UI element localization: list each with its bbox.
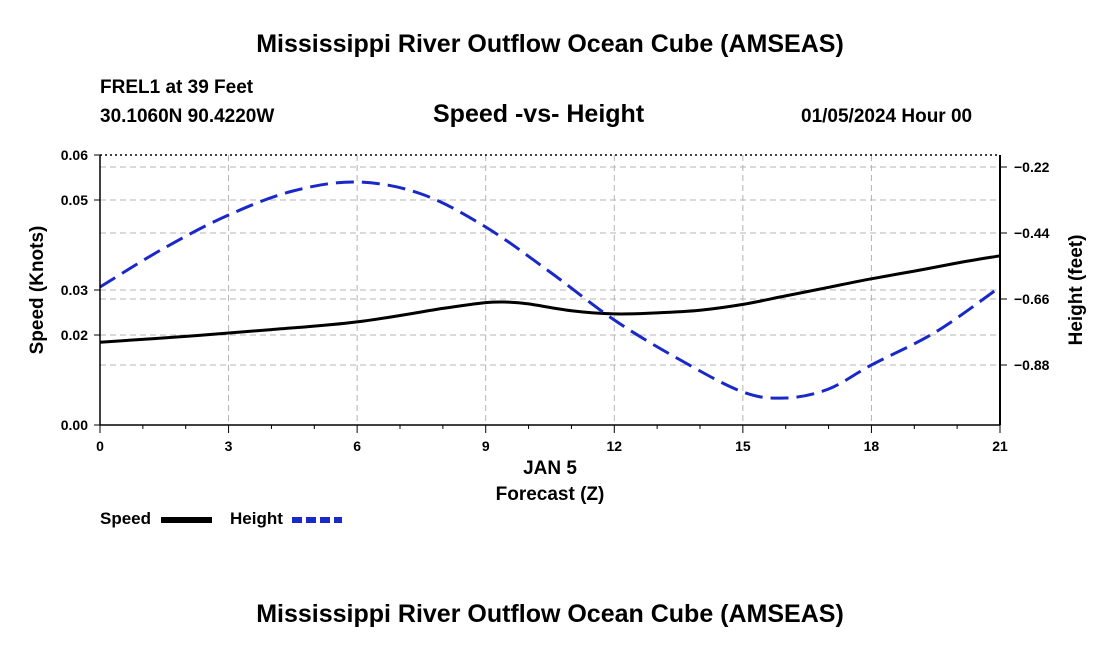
y2-tick-label-3: −0.88 [1014,357,1050,373]
x-tick-label-6: 6 [353,438,361,454]
x-tick-label-12: 12 [606,438,622,454]
x-tick-label-18: 18 [864,438,880,454]
x-tick-label-0: 0 [96,438,104,454]
x-tick-label-9: 9 [482,438,490,454]
x-tick-label-3: 3 [225,438,233,454]
speed-series-line [99,254,1001,344]
y2-tick-label-0: −0.22 [1014,159,1050,175]
main-title: Mississippi River Outflow Ocean Cube (AM… [256,30,844,58]
series-layer [99,180,1001,400]
legend-height-label: Height [230,509,283,528]
y-tick-label-2: 0.03 [61,282,88,298]
y2-tick-label-1: −0.44 [1014,225,1050,241]
station-coordinates: 30.1060N 90.4220W [100,106,275,127]
axes [94,154,1007,433]
y-axis-title: Speed (Knots) [27,226,48,355]
y-tick-label-0: 0.00 [61,417,88,433]
legend-speed-label: Speed [100,509,152,528]
x-axis-title: Forecast (Z) [496,484,605,505]
y-tick-label-3: 0.05 [61,192,88,208]
forecast-datestamp: 01/05/2024 Hour 00 [801,106,973,127]
y-tick-label-4: 0.06 [61,147,88,163]
height-series-line [99,180,1001,400]
x-tick-label-15: 15 [735,438,751,454]
y-tick-label-1: 0.02 [61,327,88,343]
x-tick-label-21: 21 [992,438,1008,454]
station-name: FREL1 at 39 Feet [100,77,254,98]
grid-lines [100,155,1000,425]
x-axis-date-label: JAN 5 [523,458,577,479]
y2-axis-title: Height (feet) [1066,235,1087,346]
y2-tick-label-2: −0.66 [1014,291,1050,307]
main-title-repeat: Mississippi River Outflow Ocean Cube (AM… [256,600,844,628]
chart-subtitle: Speed -vs- Height [433,100,645,128]
tick-labels: 0 3 6 9 12 15 18 21 0.00 0.02 0.03 0.05 0.06 −0.22 −0.… [61,147,1050,454]
